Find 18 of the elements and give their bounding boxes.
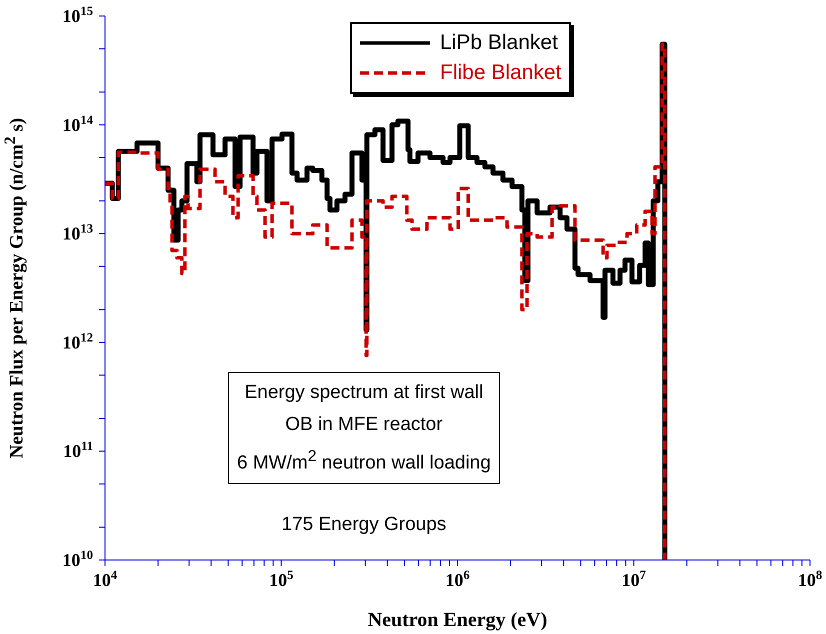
y-tick-label: 10$^{11}$ bbox=[63, 439, 93, 462]
x-tick-label: 10$^{5}$ bbox=[269, 568, 294, 590]
y-tick-label: 10$^{13}$ bbox=[62, 222, 93, 244]
x-tick-label: 10$^{8}$ bbox=[798, 568, 822, 590]
y-tick-label: 10$^{10}$ bbox=[62, 548, 93, 570]
legend-label: LiPb Blanket bbox=[440, 31, 558, 55]
x-tick-label: 10$^{7}$ bbox=[622, 568, 646, 590]
x-tick-label: 10$^{6}$ bbox=[445, 568, 470, 590]
annotation: Energy spectrum at first wall bbox=[244, 381, 484, 405]
y-tick-label: 10$^{12}$ bbox=[62, 330, 93, 352]
annotation: OB in MFE reactor bbox=[284, 413, 444, 437]
x-tick-label: 10$^{4}$ bbox=[92, 568, 118, 590]
legend-label: Flibe Blanket bbox=[440, 61, 562, 85]
annotation: 175 Energy Groups bbox=[280, 514, 448, 536]
y-tick-label: 10$^{14}$ bbox=[62, 112, 94, 135]
y-tick-label: 10$^{15}$ bbox=[62, 4, 93, 26]
x-axis-title: Neutron Energy (eV) bbox=[368, 609, 548, 631]
annotation: 6 MW/m$^{2}$ neutron wall loading bbox=[237, 447, 491, 476]
